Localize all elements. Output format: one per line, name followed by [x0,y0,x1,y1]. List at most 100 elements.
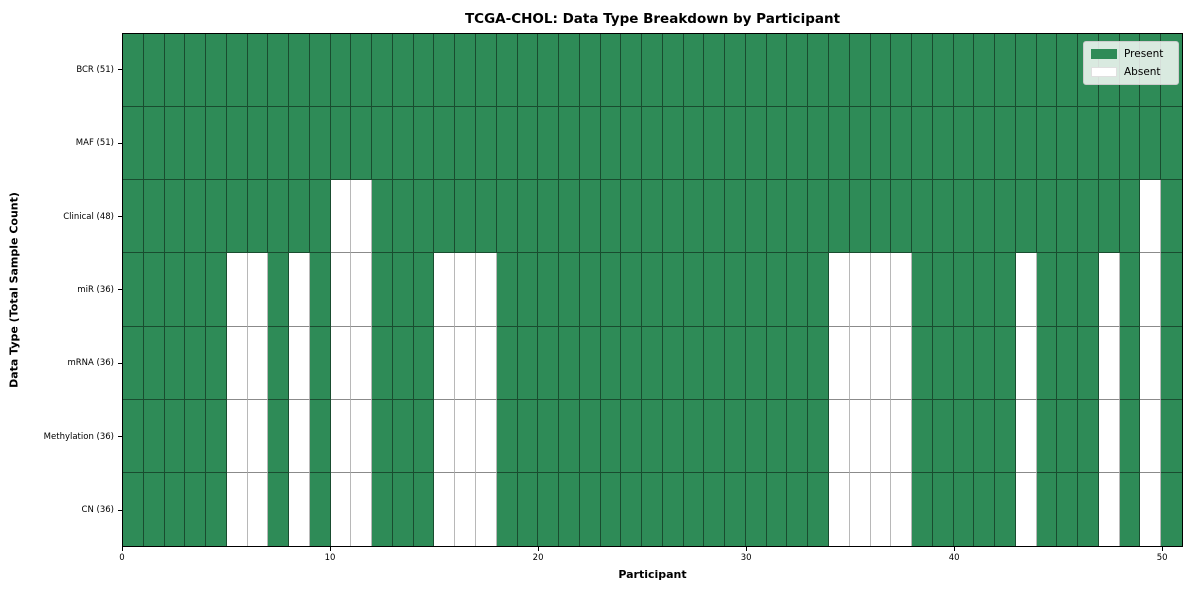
heatmap-cell [434,253,456,327]
heatmap-cell [953,107,975,181]
heatmap-cell [725,472,746,546]
x-tick-label: 0 [119,553,125,563]
heatmap-cell [164,399,186,473]
heatmap-cell [226,180,248,254]
heatmap-cell [621,180,643,254]
y-tick-mark [118,436,122,438]
heatmap-cell [953,34,975,108]
heatmap-cell [704,107,726,181]
heatmap-cell [849,107,871,181]
heatmap-cell [1078,253,1099,327]
heatmap-cell [413,107,435,181]
heatmap-cell [392,34,414,108]
heatmap-cell [392,472,414,546]
heatmap-cell [662,253,684,327]
heatmap-cell [206,180,227,254]
heatmap-cell [828,180,850,254]
heatmap-cell [1140,472,1162,546]
heatmap-cell [372,34,393,108]
heatmap-cell [787,472,809,546]
heatmap-cell [787,180,809,254]
heatmap-cell [455,34,476,108]
heatmap-cell [808,472,829,546]
heatmap-cell [974,34,996,108]
heatmap-cell [123,399,144,473]
heatmap-cell [642,180,663,254]
heatmap-cell [185,107,207,181]
heatmap-cell [351,253,373,327]
heatmap-cell [164,253,186,327]
heatmap-cell [932,107,954,181]
heatmap-cell [206,107,227,181]
heatmap-cell [766,326,788,400]
heatmap-cell [808,180,829,254]
heatmap-cell [434,399,456,473]
heatmap-cell [642,253,663,327]
heatmap-cell [995,107,1016,181]
heatmap-cell [974,180,996,254]
heatmap-cell [891,326,913,400]
heatmap-cell [621,326,643,400]
heatmap-cell [891,472,913,546]
heatmap-cell [1161,326,1182,400]
heatmap-cell [330,326,352,400]
heatmap-cell [351,180,373,254]
heatmap-cell [475,34,497,108]
heatmap-cell [808,34,829,108]
heatmap-cell [953,399,975,473]
heatmap-cell [1036,399,1058,473]
heatmap-cell [621,253,643,327]
heatmap-cell [1098,180,1120,254]
heatmap-cell [870,472,892,546]
heatmap-cell [766,253,788,327]
x-tick-mark [537,547,539,551]
heatmap-cell [995,399,1016,473]
heatmap-cell [1015,472,1037,546]
heatmap-cell [164,107,186,181]
heatmap-cell [725,326,746,400]
heatmap-cell [517,326,539,400]
heatmap-cell [559,34,580,108]
heatmap-cell [434,107,456,181]
heatmap-cell [828,253,850,327]
y-tick-mark [118,509,122,511]
heatmap-cell [600,472,622,546]
heatmap-cell [912,253,933,327]
heatmap-cell [309,34,331,108]
heatmap-cell [849,472,871,546]
heatmap-cell [143,326,165,400]
heatmap-cell [392,399,414,473]
heatmap-cell [642,399,663,473]
heatmap-cell [787,34,809,108]
heatmap-cell [475,180,497,254]
heatmap-cell [995,326,1016,400]
heatmap-cell [974,253,996,327]
heatmap-cell [912,326,933,400]
heatmap-cell [870,34,892,108]
heatmap-cell [704,253,726,327]
heatmap-cell [392,107,414,181]
heatmap-cell [600,326,622,400]
heatmap-cell [1119,107,1141,181]
heatmap-cell [517,180,539,254]
y-tick-mark [118,216,122,218]
heatmap-cell [1140,107,1162,181]
heatmap-cell [662,326,684,400]
heatmap-cell [538,472,560,546]
heatmap-cell [517,107,539,181]
heatmap-cell [538,326,560,400]
heatmap-cell [559,253,580,327]
heatmap-cell [683,253,705,327]
heatmap-cell [766,34,788,108]
heatmap-cell [392,253,414,327]
heatmap-cell [870,253,892,327]
heatmap-cell [662,399,684,473]
heatmap-cell [704,326,726,400]
heatmap-cell [683,180,705,254]
heatmap-cell [538,399,560,473]
heatmap-cell [1057,399,1079,473]
x-tick-label: 30 [740,553,752,563]
heatmap-cell [351,399,373,473]
heatmap-cell [642,107,663,181]
